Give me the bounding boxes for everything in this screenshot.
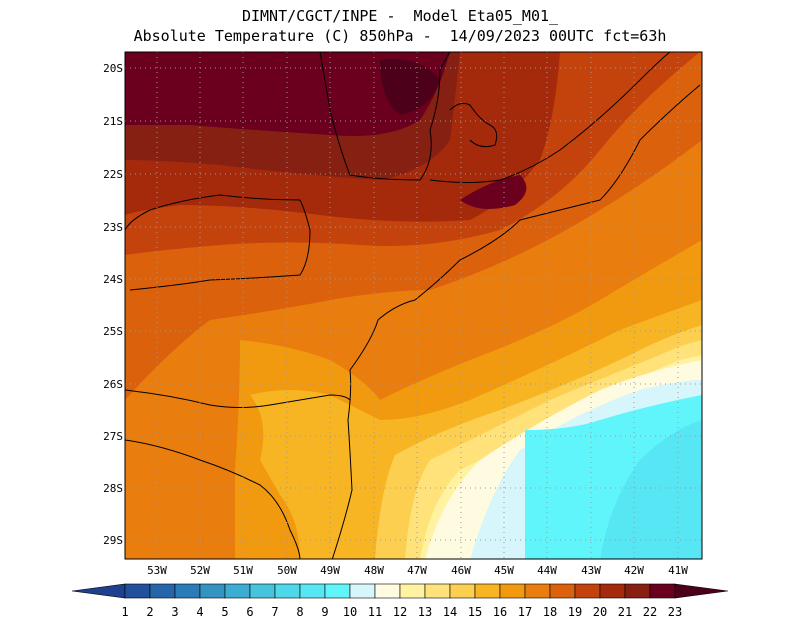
colorbar-label-1: 1 (121, 605, 129, 619)
colorbar-swatch-7 (274, 583, 301, 599)
lon-label-53w: 53W (147, 564, 167, 577)
colorbar-swatch-14 (449, 583, 476, 599)
lon-label-49w: 49W (320, 564, 340, 577)
field-9 (600, 420, 702, 559)
state-border-minas (319, 52, 451, 181)
colorbar-label-16: 16 (492, 605, 508, 619)
chart-title-line1: DIMNT/CGCT/INPE - Model Eta05_M01_ (241, 7, 559, 25)
lat-label-23s: 23S (103, 221, 123, 234)
colorbar-label-3: 3 (171, 605, 179, 619)
colorbar-swatch-21 (624, 583, 651, 599)
colorbar-label-7: 7 (271, 605, 279, 619)
colorbar (71, 583, 729, 599)
colorbar-swatch-12 (399, 583, 426, 599)
colorbar-label-22: 22 (642, 605, 658, 619)
lon-label-47w: 47W (407, 564, 427, 577)
lat-label-28s: 28S (103, 482, 123, 495)
state-border-rio-grande (125, 439, 301, 559)
colorbar-swatch-8 (299, 583, 326, 599)
colorbar-swatch-20 (599, 583, 626, 599)
lat-label-25s: 25S (103, 325, 123, 338)
colorbar-label-20: 20 (592, 605, 608, 619)
lat-label-20s: 20S (103, 62, 123, 75)
colorbar-label-2: 2 (146, 605, 154, 619)
lon-label-42w: 42W (624, 564, 644, 577)
lon-label-52w: 52W (190, 564, 210, 577)
colorbar-label-17: 17 (517, 605, 533, 619)
colorbar-label-15: 15 (467, 605, 483, 619)
colorbar-swatch-4 (199, 583, 226, 599)
lat-label-29s: 29S (103, 534, 123, 547)
colorbar-label-18: 18 (542, 605, 558, 619)
lon-label-43w: 43W (581, 564, 601, 577)
field-24-patch (380, 59, 440, 115)
colorbar-swatch-0 (71, 583, 126, 599)
lon-label-41w: 41W (668, 564, 688, 577)
colorbar-swatch-2 (149, 583, 176, 599)
map-frame (124, 51, 703, 560)
grid-lines (125, 52, 702, 559)
colorbar-label-21: 21 (617, 605, 633, 619)
lon-label-44w: 44W (537, 564, 557, 577)
temperature-field (125, 52, 702, 559)
colorbar-swatch-10 (349, 583, 376, 599)
lat-label-24s: 24S (103, 273, 123, 286)
chart-title-line2: Absolute Temperature (C) 850hPa - 14/09/… (133, 27, 667, 45)
colorbar-swatch-1 (124, 583, 151, 599)
lon-label-51w: 51W (233, 564, 253, 577)
colorbar-label-23: 23 (667, 605, 683, 619)
colorbar-swatch-13 (424, 583, 451, 599)
boundary-lines (125, 52, 701, 559)
colorbar-swatch-22 (649, 583, 676, 599)
colorbar-label-19: 19 (567, 605, 583, 619)
colorbar-label-8: 8 (296, 605, 304, 619)
colorbar-label-6: 6 (246, 605, 254, 619)
lat-label-27s: 27S (103, 430, 123, 443)
colorbar-swatch-15 (474, 583, 501, 599)
lat-label-22s: 22S (103, 168, 123, 181)
colorbar-swatch-17 (524, 583, 551, 599)
colorbar-swatch-6 (249, 583, 276, 599)
colorbar-label-5: 5 (221, 605, 229, 619)
reservoir-outline (449, 102, 498, 148)
colorbar-label-4: 4 (196, 605, 204, 619)
lat-label-21s: 21S (103, 115, 123, 128)
colorbar-swatch-3 (174, 583, 201, 599)
colorbar-swatch-9 (324, 583, 351, 599)
state-border-santa-catarina (125, 389, 351, 408)
lon-label-50w: 50W (277, 564, 297, 577)
lon-label-46w: 46W (451, 564, 471, 577)
colorbar-label-12: 12 (392, 605, 408, 619)
colorbar-swatch-16 (499, 583, 526, 599)
colorbar-label-10: 10 (342, 605, 358, 619)
lat-label-26s: 26S (103, 378, 123, 391)
state-border-parana (125, 194, 311, 291)
lon-label-45w: 45W (494, 564, 514, 577)
coastline (331, 84, 701, 559)
lon-label-48w: 48W (364, 564, 384, 577)
colorbar-label-14: 14 (442, 605, 458, 619)
colorbar-swatch-5 (224, 583, 251, 599)
field-23-patch (460, 175, 527, 209)
colorbar-label-11: 11 (367, 605, 383, 619)
colorbar-swatch-19 (574, 583, 601, 599)
field-23 (125, 52, 450, 136)
state-border-rio (429, 52, 671, 183)
colorbar-swatch-18 (549, 583, 576, 599)
colorbar-label-9: 9 (321, 605, 329, 619)
colorbar-swatch-23 (674, 583, 729, 599)
colorbar-label-13: 13 (417, 605, 433, 619)
colorbar-swatch-11 (374, 583, 401, 599)
